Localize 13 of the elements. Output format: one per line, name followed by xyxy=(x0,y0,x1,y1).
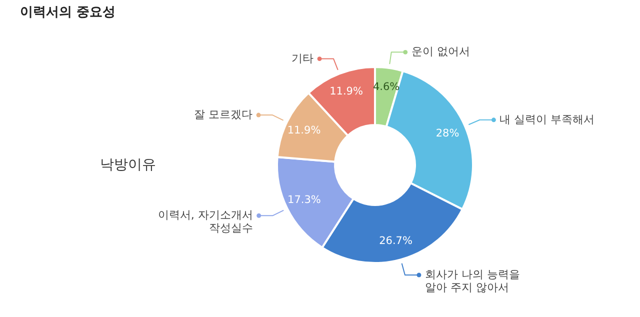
data-label: 11.9% xyxy=(330,85,363,98)
slice-label: 잘 모르겠다 xyxy=(194,108,253,122)
slice-label: 이력서, 자기소개서 작성실수 xyxy=(158,208,253,235)
data-label: 26.7% xyxy=(379,235,412,248)
chart-title: 이력서의 중요성 xyxy=(20,5,116,20)
slice-label: 기타 xyxy=(292,52,314,65)
legend-label: 내 실력이 부족해서 xyxy=(500,112,595,126)
text: 낙방이유 xyxy=(100,157,156,173)
data-label: 11.9% xyxy=(287,124,321,136)
data-label: 17.3% xyxy=(288,194,321,206)
data-label: 28% xyxy=(436,128,460,140)
legend-label: 회사가 나의 능력을 알아 주지 않아서 xyxy=(424,268,520,294)
legend-label: 운이 없어서 xyxy=(411,45,470,58)
